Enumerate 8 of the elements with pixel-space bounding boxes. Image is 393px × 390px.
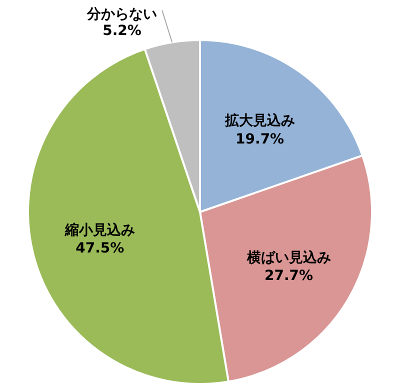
data-label: 5.2%: [102, 23, 142, 40]
slice-label: 分からない: [86, 6, 158, 22]
slice-label: 拡大見込み: [224, 112, 295, 130]
slice-label: 縮小見込み: [64, 221, 135, 238]
data-label: 27.7%: [264, 268, 314, 284]
data-label: 19.7%: [236, 131, 284, 148]
data-label: 47.5%: [76, 240, 124, 257]
slice-label: 横ばい見込み: [246, 250, 331, 266]
